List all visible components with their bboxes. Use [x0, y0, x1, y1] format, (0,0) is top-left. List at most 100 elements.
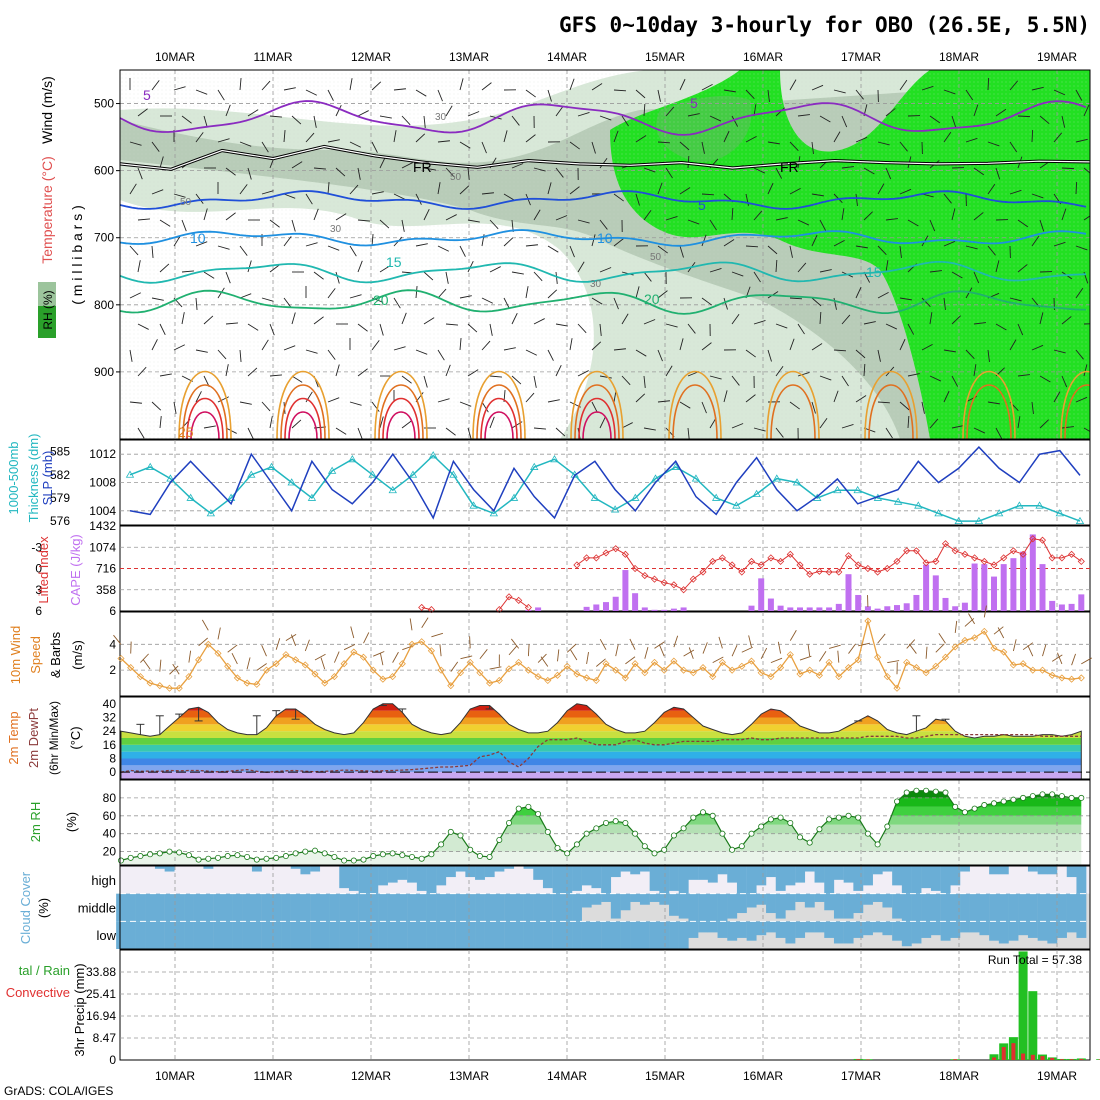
wind-barb [811, 234, 818, 247]
cloud-middle-60 [698, 893, 709, 922]
thickness-line-marker [368, 470, 377, 478]
wind-barb-58 [683, 649, 695, 657]
wind-barb [1039, 219, 1045, 232]
wind-barb [767, 245, 778, 255]
temp-band-9 [121, 710, 1082, 718]
wind-barb [269, 323, 275, 336]
rh-marker-25 [360, 856, 367, 863]
wind-marker-32 [427, 647, 435, 655]
cloud-middle-69 [785, 893, 796, 911]
rh-marker-24 [350, 857, 357, 864]
cape-bar-88 [971, 563, 978, 611]
wind-barb [709, 115, 722, 122]
rh-marker-93 [1020, 794, 1027, 801]
wind-marker-59 [689, 669, 697, 677]
cape-tick-1: 1074 [89, 540, 116, 554]
precip-bar-93 [1018, 951, 1028, 1060]
cloud-low-65 [746, 921, 757, 941]
warm-contour-7-0 [864, 370, 918, 439]
wind-barb [305, 391, 313, 403]
cloud-middle-92 [1008, 893, 1019, 922]
wind-barb-11 [227, 644, 238, 653]
li-marker-91 [1000, 554, 1008, 562]
wind-marker-88 [971, 634, 979, 642]
li-marker-56 [660, 579, 668, 587]
wind-marker-51 [612, 666, 620, 674]
wind-marker-6 [175, 684, 183, 692]
wind-barb [841, 314, 851, 325]
wind-barb [137, 260, 141, 273]
wind-barb [613, 348, 626, 351]
rh-marker-90 [991, 800, 998, 807]
thickness-line-marker [732, 501, 741, 509]
wind-barb [511, 115, 520, 126]
wind-barb [327, 182, 330, 195]
li-marker-42 [524, 603, 532, 612]
contour-minus5 [120, 100, 1087, 136]
li-marker-83 [922, 559, 930, 567]
wind-barb-25 [363, 632, 370, 644]
cloud-middle-28 [387, 893, 398, 922]
wind-barb [525, 244, 538, 247]
cloud-low-52 [620, 921, 631, 949]
wind-barb [283, 236, 292, 247]
wind-barb [195, 132, 204, 143]
wind-barb [467, 323, 478, 333]
cloud-low-37 [475, 921, 485, 949]
wind-barb [1039, 312, 1044, 325]
li-marker-58 [680, 586, 688, 594]
wind-barb [753, 167, 766, 174]
wind-barb [503, 347, 516, 351]
wind-barb [283, 193, 296, 199]
wind-barb [247, 260, 252, 273]
cape-bar-86 [952, 606, 959, 611]
wind-barb [195, 349, 208, 353]
wind-barb-2 [140, 653, 149, 663]
cloud-high-68 [775, 866, 786, 891]
cloud-low-48 [581, 921, 592, 949]
wind-barb-45 [557, 649, 560, 662]
cloud-high-64 [736, 866, 747, 894]
wind-barb [533, 318, 545, 325]
contour-label-15: 50 [450, 172, 462, 183]
rh-marker-17 [282, 853, 289, 860]
cape-tick-2: 716 [96, 562, 116, 576]
rh-marker-2 [137, 853, 144, 860]
wind-marker-21 [321, 679, 329, 687]
li-marker-48 [583, 554, 591, 562]
wind-barb [1009, 80, 1019, 91]
temp-band-11 [121, 703, 1082, 704]
wind-barb [643, 427, 656, 431]
wind-barb [269, 219, 280, 228]
rh-marker-68 [777, 814, 784, 821]
rh-marker-53 [632, 830, 639, 837]
wind-marker-17 [282, 651, 290, 659]
warm-contour-5-0 [668, 370, 722, 439]
thickness-line-marker [1015, 501, 1024, 509]
wind-barb [819, 269, 832, 273]
wind-barb [203, 271, 215, 279]
cloud-high-46 [562, 866, 573, 894]
thickness-line-marker [1055, 509, 1064, 517]
wind-barb-38 [489, 666, 502, 670]
wind-barb [951, 208, 956, 221]
warm-contour-6-0 [766, 370, 820, 439]
wind-barb [921, 401, 925, 414]
wind-barb [327, 245, 340, 251]
wind-barb-60 [702, 642, 708, 654]
rh-band-4 [121, 806, 1082, 816]
date-top-8: 18MAR [939, 50, 979, 64]
wind-marker-68 [777, 664, 785, 672]
wind-barb-9 [201, 619, 209, 631]
cape-bar-49 [593, 604, 600, 611]
thickness-line-marker [226, 493, 236, 501]
temp-label-1: 2m Temp [6, 711, 21, 764]
conv-bar-90 [992, 1057, 996, 1060]
wind-barb-95 [1042, 644, 1047, 657]
wind-barb-56 [659, 644, 665, 657]
cloud-high-59 [688, 866, 699, 880]
cloud-low-73 [824, 921, 835, 938]
cloud-middle-0 [116, 893, 127, 922]
cape-bar-91 [1000, 564, 1007, 611]
cloud-high-19 [300, 866, 311, 875]
